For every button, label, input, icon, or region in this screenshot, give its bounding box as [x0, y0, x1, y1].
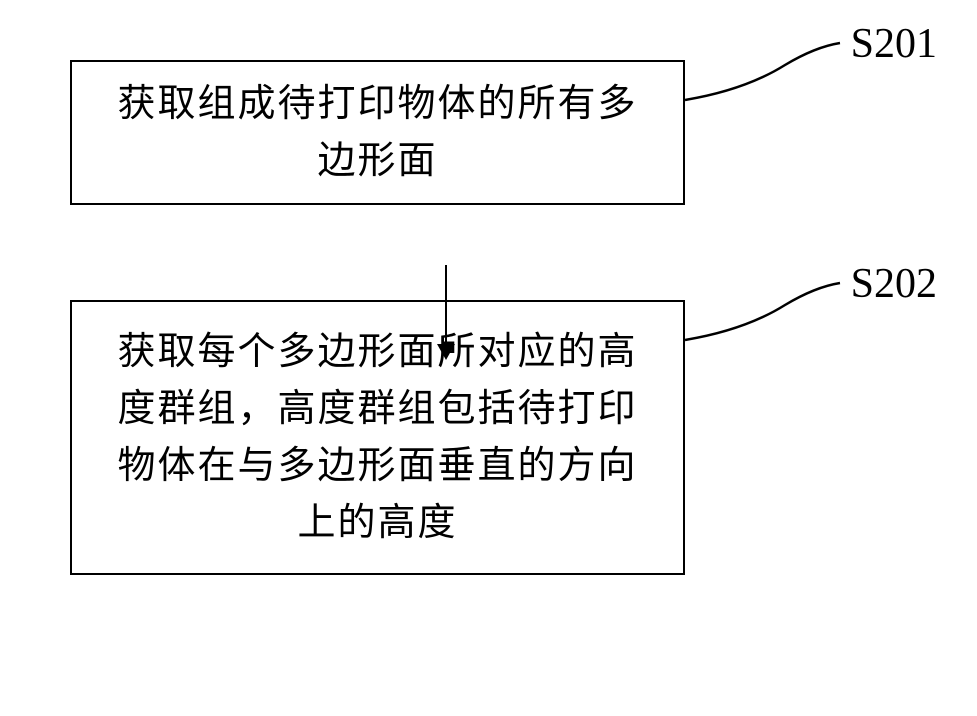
step-box-s202: 获取每个多边形面所对应的高 度群组，高度群组包括待打印 物体在与多边形面垂直的方…	[70, 300, 685, 575]
step-label-s202: S202	[851, 260, 937, 308]
arrow-s201-to-s202	[445, 265, 447, 360]
step-s201-line2: 边形面	[317, 140, 437, 182]
flowchart-container: 获取组成待打印物体的所有多 边形面 获取每个多边形面所对应的高 度群组，高度群组…	[70, 60, 790, 575]
step-s202-line2: 度群组，高度群组包括待打印	[117, 388, 637, 430]
step-s201-line1: 获取组成待打印物体的所有多	[117, 83, 637, 125]
step-text-s201: 获取组成待打印物体的所有多 边形面	[117, 76, 637, 190]
step-s202-line4: 上的高度	[297, 502, 457, 544]
arrow-line	[445, 265, 447, 345]
step-s202-line3: 物体在与多边形面垂直的方向	[117, 445, 637, 487]
step-text-s202: 获取每个多边形面所对应的高 度群组，高度群组包括待打印 物体在与多边形面垂直的方…	[117, 324, 637, 552]
step-label-s201: S201	[851, 20, 937, 68]
step-box-s201: 获取组成待打印物体的所有多 边形面	[70, 60, 685, 205]
arrow-head	[437, 344, 455, 360]
step-s202-line1: 获取每个多边形面所对应的高	[117, 331, 637, 373]
connector-curve-s202	[685, 275, 855, 355]
connector-curve-s201	[685, 35, 855, 115]
